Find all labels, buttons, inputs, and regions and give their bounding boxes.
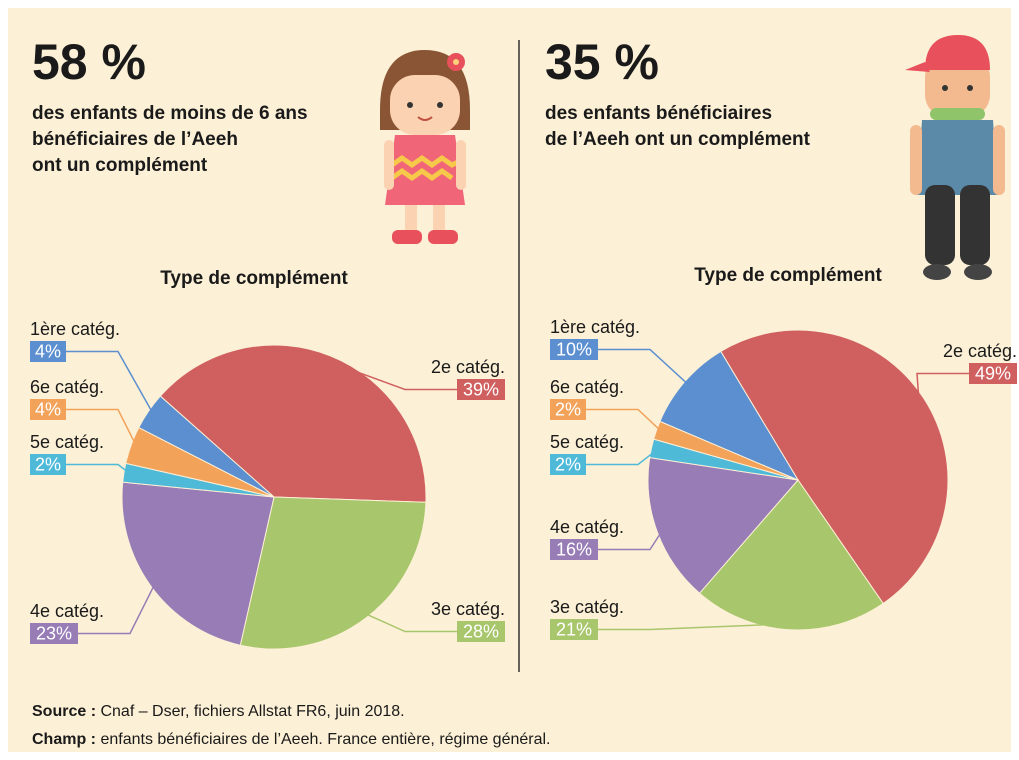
value-label: 23% [36, 623, 72, 643]
stat: 58 % [32, 34, 146, 90]
champ-label: Champ : [32, 731, 96, 748]
champ: Champ : enfants bénéficiaires de l’Aeeh.… [32, 731, 551, 748]
value-label: 4% [35, 341, 61, 361]
value-label: 28% [463, 621, 499, 641]
source-label: Source : [32, 703, 96, 720]
value-label: 2% [555, 399, 581, 419]
description: des enfants bénéficiaires [545, 103, 772, 124]
category-label: 3e catég. [550, 597, 624, 617]
value-label: 39% [463, 379, 499, 399]
description: des enfants de moins de 6 ans [32, 103, 308, 124]
category-label: 3e catég. [431, 599, 505, 619]
category-label: 6e catég. [550, 377, 624, 397]
value-label: 2% [35, 454, 61, 474]
category-label: 2e catég. [943, 341, 1017, 361]
value-label: 2% [555, 454, 581, 474]
category-label: 5e catég. [30, 432, 104, 452]
chart-title: Type de complément [694, 265, 882, 286]
category-label: 1ère catég. [30, 319, 120, 339]
value-label: 4% [35, 399, 61, 419]
value-label: 21% [556, 619, 592, 639]
source: Source : Cnaf – Dser, fichiers Allstat F… [32, 703, 405, 720]
champ-text: enfants bénéficiaires de l’Aeeh. France … [100, 731, 550, 748]
category-label: 6e catég. [30, 377, 104, 397]
source-text: Cnaf – Dser, fichiers Allstat FR6, juin … [100, 703, 404, 720]
description: bénéficiaires de l’Aeeh [32, 129, 238, 150]
category-label: 4e catég. [30, 601, 104, 621]
value-label: 16% [556, 539, 592, 559]
description: ont un complément [32, 155, 208, 176]
infographic: 58 % des enfants de moins de 6 ans bénéf… [0, 0, 1019, 760]
stat: 35 % [545, 34, 659, 90]
category-label: 1ère catég. [550, 317, 640, 337]
category-label: 5e catég. [550, 432, 624, 452]
category-label: 4e catég. [550, 517, 624, 537]
category-label: 2e catég. [431, 357, 505, 377]
description: de l’Aeeh ont un complément [545, 129, 811, 150]
chart-title: Type de complément [160, 268, 348, 289]
value-label: 10% [556, 339, 592, 359]
value-label: 49% [975, 363, 1011, 383]
